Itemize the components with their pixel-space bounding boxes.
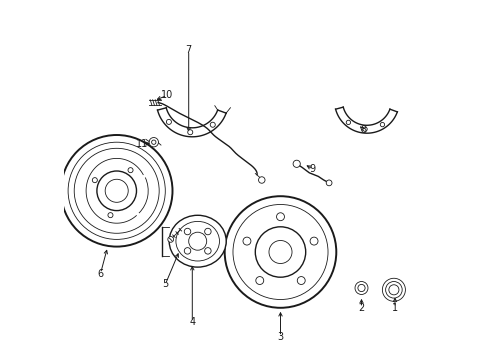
Circle shape — [362, 127, 366, 131]
Polygon shape — [335, 107, 397, 133]
Text: 5: 5 — [162, 279, 168, 289]
Circle shape — [354, 282, 367, 294]
Text: 1: 1 — [391, 303, 397, 313]
Text: 4: 4 — [189, 317, 195, 327]
Text: 3: 3 — [277, 332, 283, 342]
Circle shape — [166, 120, 171, 125]
Circle shape — [380, 122, 384, 127]
Text: 2: 2 — [358, 303, 364, 313]
Circle shape — [258, 177, 264, 183]
Circle shape — [224, 196, 336, 308]
Circle shape — [325, 180, 331, 186]
Circle shape — [210, 122, 215, 127]
Circle shape — [167, 237, 173, 242]
Text: 7: 7 — [185, 45, 191, 55]
Circle shape — [346, 120, 350, 125]
Circle shape — [149, 138, 158, 147]
Ellipse shape — [169, 215, 226, 267]
Circle shape — [187, 130, 192, 135]
Text: 9: 9 — [309, 164, 315, 174]
Text: 10: 10 — [161, 90, 173, 100]
Text: 8: 8 — [360, 125, 366, 135]
Polygon shape — [157, 108, 225, 137]
Text: 11: 11 — [136, 139, 148, 149]
Circle shape — [292, 160, 300, 167]
Text: 6: 6 — [97, 269, 103, 279]
Circle shape — [61, 135, 172, 247]
